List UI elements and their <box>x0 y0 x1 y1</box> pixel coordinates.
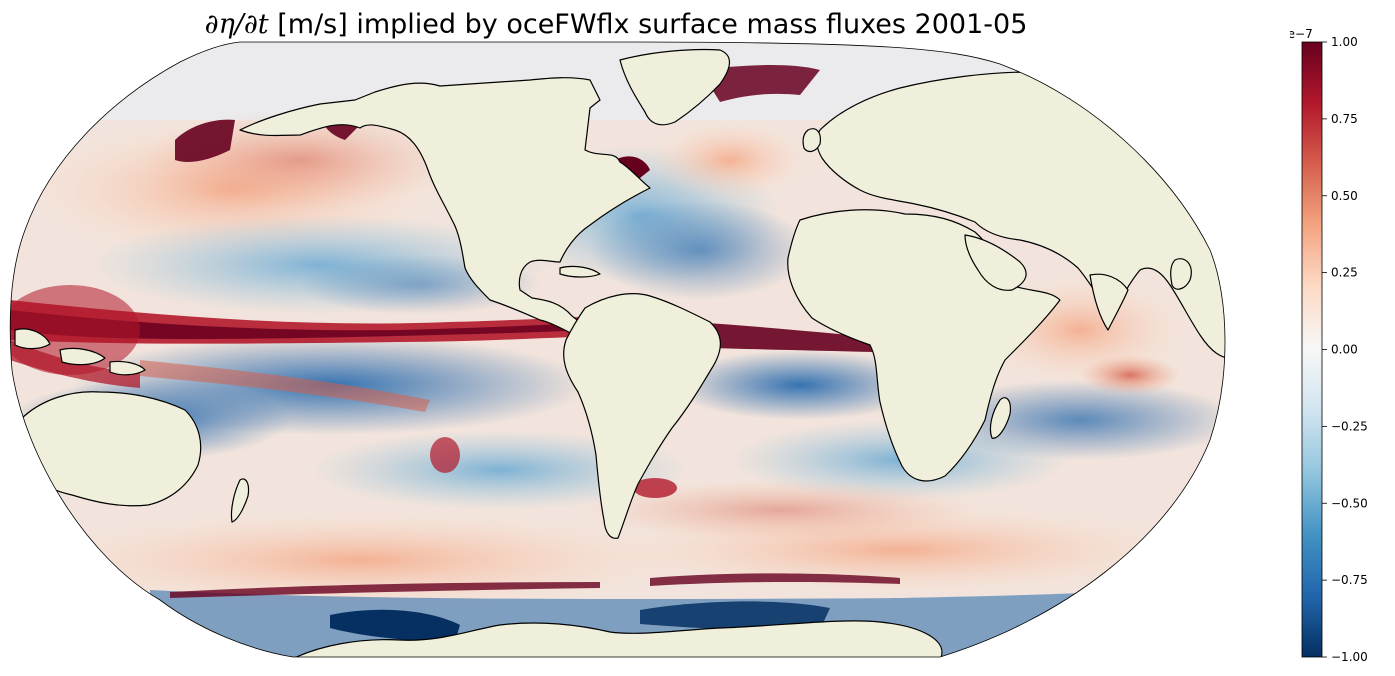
map-panel <box>9 41 1226 658</box>
colorbar-tick-label: 0.75 <box>1331 112 1358 126</box>
colorbar-tick-label: −0.75 <box>1331 573 1368 587</box>
australia <box>16 391 202 507</box>
colorbar-gradient <box>1301 41 1323 658</box>
colorbar-tick-label: 1.00 <box>1331 35 1358 49</box>
chart-title: ∂η/∂t [m/s] implied by oceFWflx surface … <box>0 4 1232 46</box>
british-isles <box>802 128 821 153</box>
north-america <box>239 77 651 339</box>
new-zealand <box>230 478 250 523</box>
colorbar-tick-label: −0.50 <box>1331 496 1368 510</box>
colorbar-tick-label: 0.50 <box>1331 189 1358 203</box>
south-america <box>563 293 721 539</box>
map-boundary <box>9 41 1226 658</box>
colorbar-tick-label: −0.25 <box>1331 419 1368 433</box>
arabian-peninsula <box>964 234 1027 291</box>
colorbar-tick-label: 0.25 <box>1331 266 1358 280</box>
caribbean-islands <box>559 265 601 278</box>
title-math: ∂η/∂t <box>204 9 269 40</box>
antarctica <box>289 620 943 657</box>
madagascar <box>989 397 1011 439</box>
maritime-continent <box>14 328 146 376</box>
colorbar-tick-label: −1.00 <box>1331 650 1368 664</box>
title-text: [m/s] implied by oceFWflx surface mass f… <box>268 9 1028 40</box>
india <box>1089 273 1129 331</box>
world-map <box>9 41 1226 658</box>
greenland <box>619 48 730 126</box>
colorbar-exponent-label: 1e−7 <box>1290 27 1313 41</box>
colorbar-tick-label: 0.00 <box>1331 343 1358 357</box>
colorbar-svg: 1e−7 1.00 0.75 0.50 0.25 0.00 −0.25 −0.50 −0.75… <box>1290 27 1368 664</box>
japan <box>1170 258 1192 290</box>
colorbar: 1e−7 1.00 0.75 0.50 0.25 0.00 −0.25 −0.50 −0.75… <box>1290 24 1395 674</box>
